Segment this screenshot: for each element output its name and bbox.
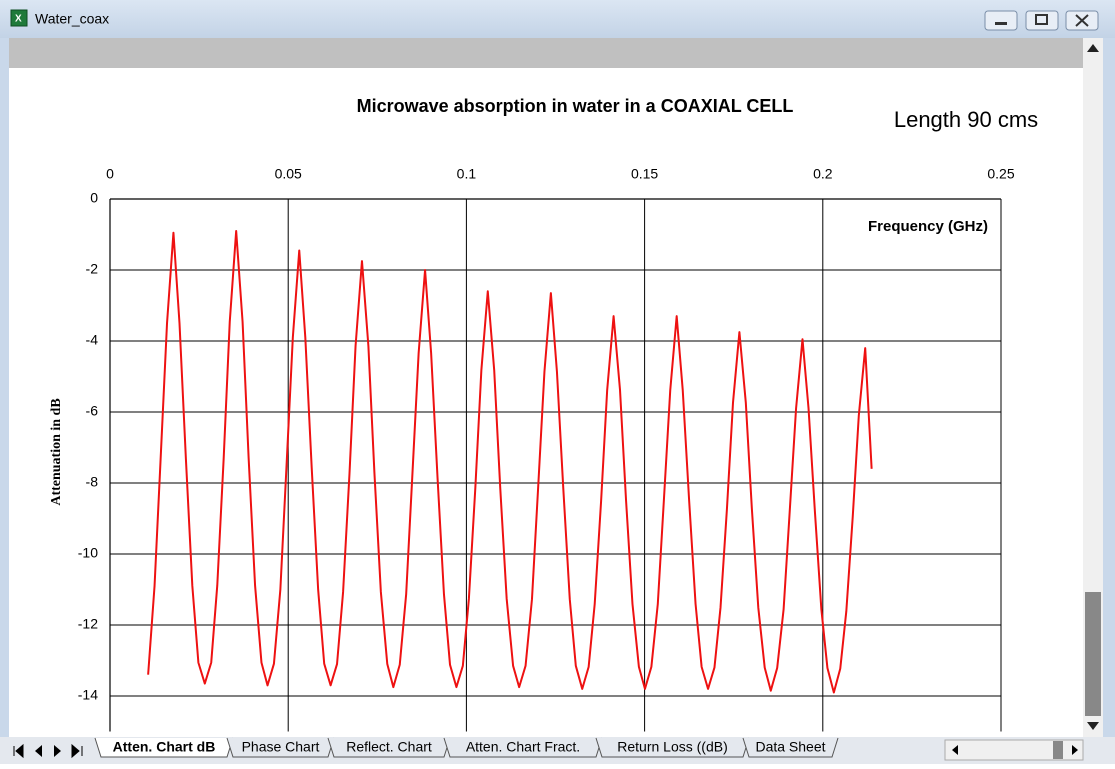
y-tick-label: -14 <box>78 687 98 703</box>
y-tick-label: -2 <box>86 261 99 277</box>
vertical-scrollbar <box>1083 38 1103 737</box>
x-tick-label: 0.2 <box>813 166 833 182</box>
scroll-thumb[interactable] <box>1085 592 1101 716</box>
app-icon-glyph: X <box>15 14 22 25</box>
title-bar <box>0 0 1115 38</box>
chart-header-band <box>9 38 1083 68</box>
x-tick-label: 0.05 <box>275 166 302 182</box>
chart: Microwave absorption in water in a COAXI… <box>49 96 1038 732</box>
hscroll-right[interactable] <box>1072 745 1078 755</box>
y-tick-label: -6 <box>86 403 99 419</box>
app-icon <box>10 9 28 27</box>
chart-title: Microwave absorption in water in a COAXI… <box>357 96 794 116</box>
scroll-track[interactable] <box>1083 38 1103 737</box>
horizontal-scrollbar <box>944 739 1084 761</box>
y-tick-label: -12 <box>78 616 98 632</box>
hscroll-thumb[interactable] <box>1053 741 1063 759</box>
sheet-tab[interactable] <box>742 737 839 758</box>
x-axis-label: Frequency (GHz) <box>868 218 988 235</box>
annotation: Length 90 cms <box>894 107 1038 132</box>
sheet-tab-label[interactable]: Atten. Chart Fract. <box>466 739 580 755</box>
chart-sheet <box>9 68 1083 737</box>
sheet-tab-label[interactable]: Phase Chart <box>242 739 320 755</box>
x-tick-label: 0.25 <box>987 166 1014 182</box>
sheet-tab-label[interactable]: Atten. Chart dB <box>113 739 216 755</box>
first-sheet[interactable] <box>13 743 24 759</box>
x-tick-label: 0.1 <box>457 166 477 182</box>
last-sheet[interactable] <box>71 743 83 759</box>
window-title: Water_coax <box>35 11 109 27</box>
minimize-icon <box>995 22 1007 25</box>
restore-icon <box>1035 14 1048 25</box>
x-tick-label: 0.15 <box>631 166 658 182</box>
prev-sheet[interactable] <box>35 745 42 757</box>
restore-button[interactable] <box>1025 10 1059 31</box>
x-tick-label: 0 <box>106 166 114 182</box>
scroll-down[interactable] <box>1087 722 1099 730</box>
sheet-tabs: Atten. Chart dB Phase Chart Reflect. Chart… <box>94 737 839 758</box>
next-sheet[interactable] <box>54 745 61 757</box>
sheet-tab-label[interactable]: Data Sheet <box>755 739 825 755</box>
hscroll-left[interactable] <box>952 745 958 755</box>
data-line <box>147 229 873 694</box>
sheet-tab-label[interactable]: Return Loss ((dB) <box>617 739 727 755</box>
scroll-up[interactable] <box>1087 44 1099 52</box>
y-tick-label: -10 <box>78 545 98 561</box>
y-axis-label: Attenuation in dB <box>49 398 64 505</box>
y-tick-label: -8 <box>86 474 99 490</box>
tab-navigation <box>13 743 83 759</box>
minimize-button[interactable] <box>984 10 1018 31</box>
y-tick-label: 0 <box>90 190 98 206</box>
close-icon <box>1075 14 1089 27</box>
sheet-tab-label[interactable]: Reflect. Chart <box>346 739 432 755</box>
window-controls <box>984 10 1099 31</box>
y-tick-label: -4 <box>86 332 99 348</box>
hscroll-track[interactable] <box>944 739 1084 761</box>
